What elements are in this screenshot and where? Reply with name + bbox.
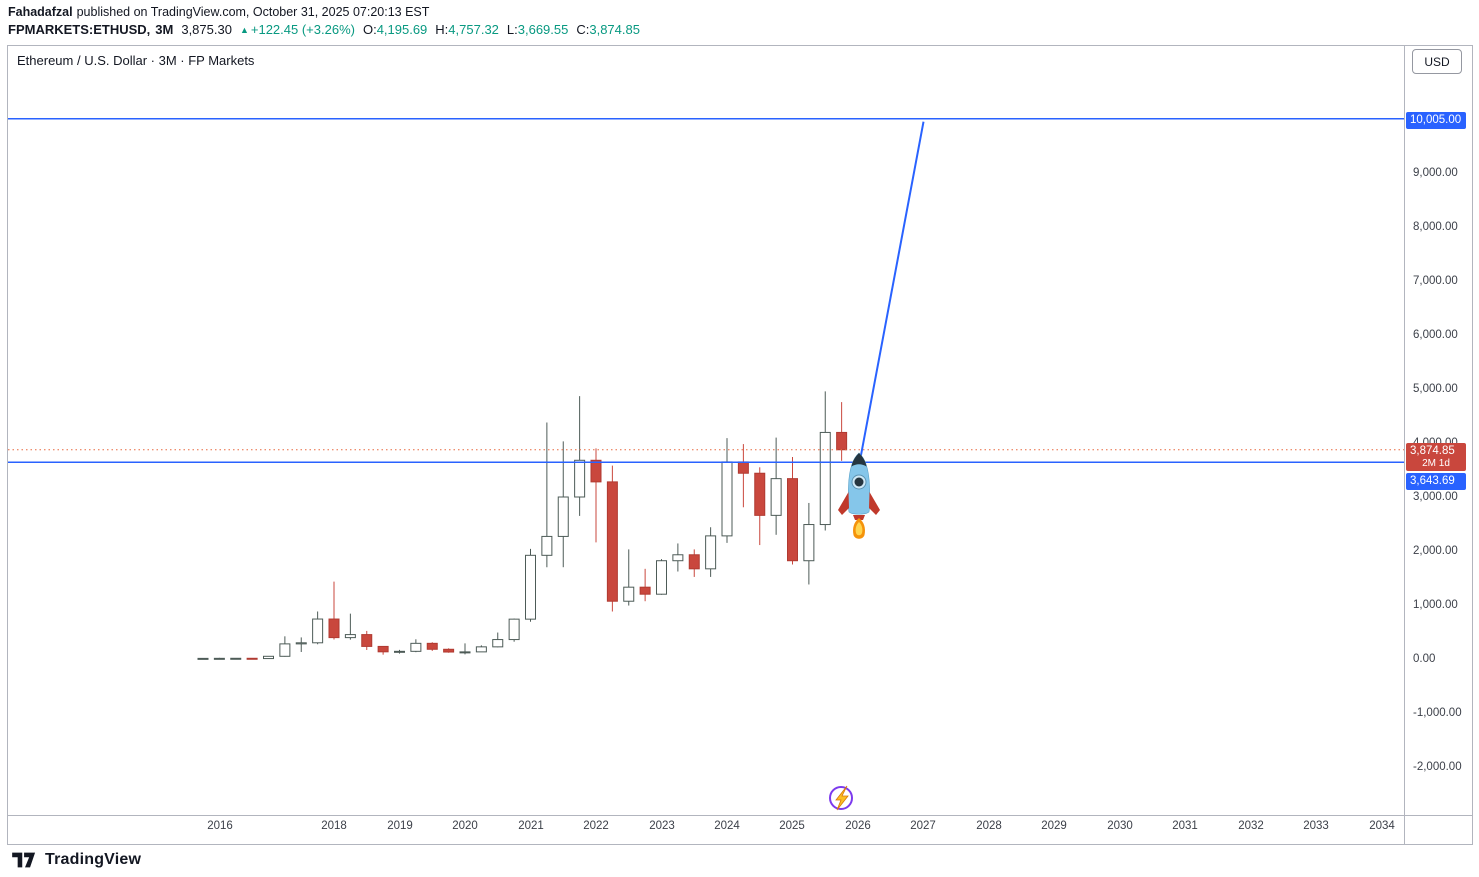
high-number: 4,757.32	[448, 22, 499, 37]
year-tick-label: 2021	[518, 820, 544, 832]
zap-icon[interactable]	[829, 785, 853, 811]
chart-title: Ethereum / U.S. Dollar · 3M · FP Markets	[17, 53, 255, 68]
price-change-value: +122.45 (+3.26%)	[250, 22, 355, 37]
price-tick-label: -1,000.00	[1413, 707, 1462, 719]
year-tick-label: 2026	[845, 820, 871, 832]
year-tick-label: 2023	[649, 820, 675, 832]
year-tick-label: 2027	[910, 820, 936, 832]
year-tick-label: 2032	[1238, 820, 1264, 832]
open-label: O:	[362, 22, 377, 37]
price-tick-label: 3,000.00	[1413, 491, 1458, 503]
tradingview-logo-icon	[12, 852, 36, 868]
price-tick-label: 1,000.00	[1413, 599, 1458, 611]
low-number: 3,669.55	[517, 22, 569, 37]
price-tick-label: 7,000.00	[1413, 275, 1458, 287]
symbol-info-bar: FPMARKETS:ETHUSD, 3M 3,875.30 ▲ +122.45 (…	[8, 22, 640, 37]
year-tick-label: 2025	[779, 820, 805, 832]
publish-info: Fahadafzal published on TradingView.com, …	[8, 5, 429, 19]
current-price-badge: 3,874.85 2M 1d	[1406, 443, 1466, 471]
high-value: H:4,757.32	[435, 22, 499, 37]
year-tick-label: 2024	[714, 820, 740, 832]
publisher-name: Fahadafzal	[8, 5, 73, 19]
year-tick-label: 2030	[1107, 820, 1133, 832]
price-tick-label: 8,000.00	[1413, 221, 1458, 233]
price-axis-separator	[1404, 45, 1405, 845]
price-tick-label: 5,000.00	[1413, 383, 1458, 395]
low-label: L:	[506, 22, 518, 37]
year-tick-label: 2029	[1041, 820, 1067, 832]
high-label: H:	[435, 22, 449, 37]
open-value: O:4,195.69	[363, 22, 427, 37]
last-price: 3,875.30	[181, 22, 232, 37]
year-tick-label: 2020	[452, 820, 478, 832]
price-tick-label: 2,000.00	[1413, 545, 1458, 557]
close-number: 3,874.85	[589, 22, 640, 37]
price-axis[interactable]	[1405, 45, 1472, 815]
currency-label: USD	[1412, 49, 1462, 74]
interval-label: 3M	[155, 22, 174, 37]
year-tick-label: 2034	[1369, 820, 1395, 832]
price-tick-label: 6,000.00	[1413, 329, 1458, 341]
price-tick-label: -2,000.00	[1413, 761, 1462, 773]
year-tick-label: 2019	[387, 820, 413, 832]
year-tick-label: 2016	[207, 820, 233, 832]
open-number: 4,195.69	[376, 22, 428, 37]
up-arrow-icon: ▲	[239, 25, 249, 35]
year-tick-label: 2033	[1303, 820, 1329, 832]
tradingview-branding[interactable]: TradingView	[12, 849, 141, 871]
price-tick-label: 9,000.00	[1413, 167, 1458, 179]
tradingview-logo-text: TradingView	[45, 851, 142, 868]
price-change: ▲ +122.45 (+3.26%)	[240, 22, 355, 37]
price-line-badge: 3,643.69	[1406, 473, 1466, 490]
chart-frame	[7, 45, 1473, 845]
time-axis-separator	[7, 815, 1473, 816]
symbol-name: FPMARKETS:ETHUSD,	[8, 22, 151, 37]
publish-text: published on TradingView.com, October 31…	[76, 5, 430, 19]
year-tick-label: 2018	[321, 820, 347, 832]
low-value: L:3,669.55	[507, 22, 568, 37]
year-tick-label: 2031	[1172, 820, 1198, 832]
year-tick-label: 2022	[583, 820, 609, 832]
price-tick-label: 0.00	[1413, 653, 1436, 665]
close-value: C:3,874.85	[576, 22, 640, 37]
close-label: C:	[576, 22, 590, 37]
rocket-icon[interactable]	[838, 452, 880, 539]
price-line-badge: 10,005.00	[1406, 112, 1466, 129]
year-tick-label: 2028	[976, 820, 1002, 832]
